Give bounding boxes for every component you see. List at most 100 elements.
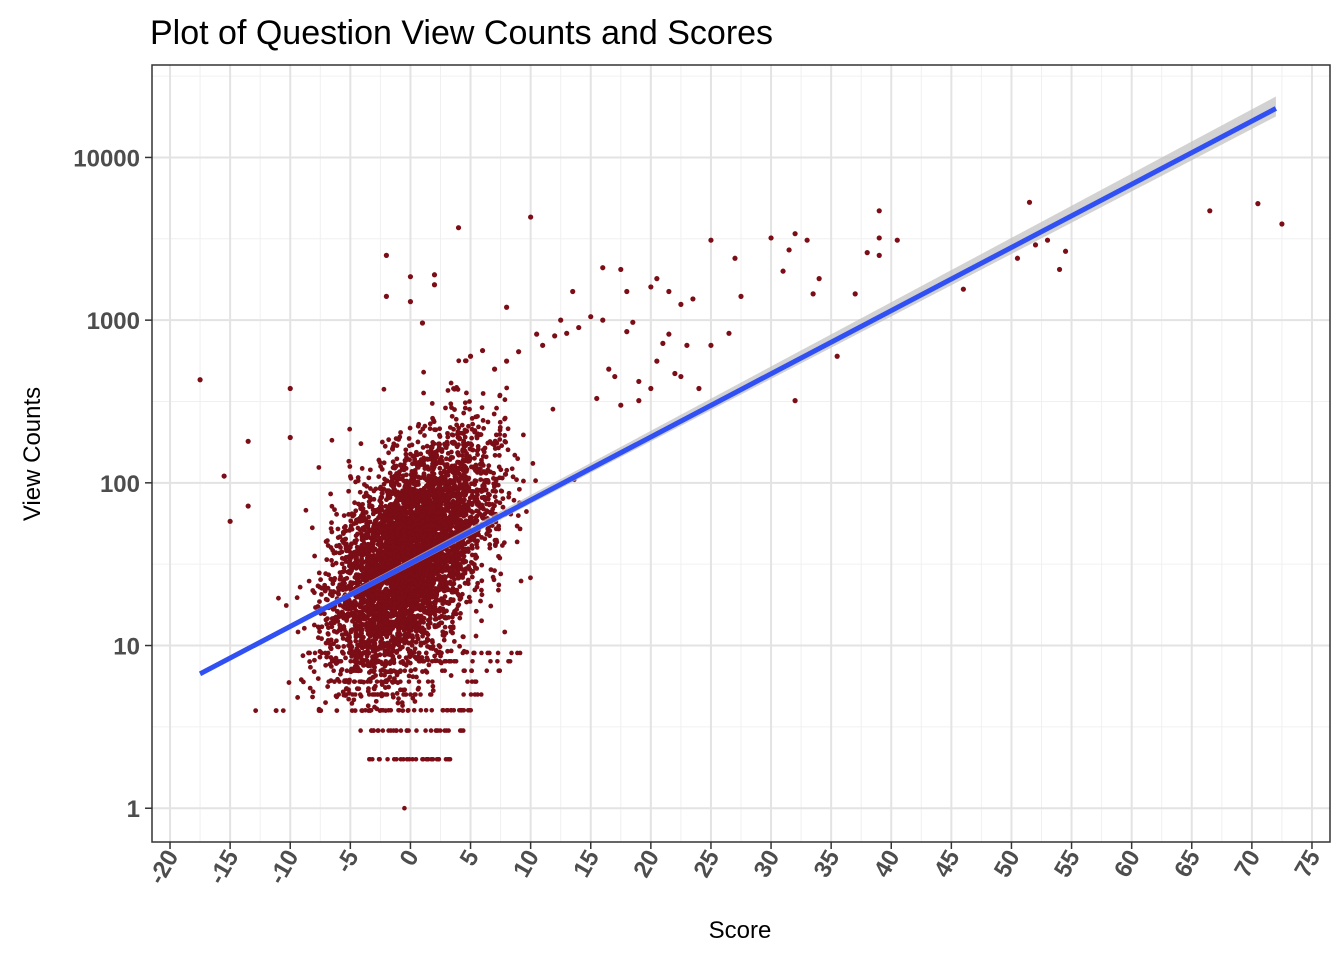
data-point: [409, 442, 415, 448]
data-point: [335, 644, 340, 650]
data-point: [491, 577, 497, 583]
data-point: [377, 459, 383, 465]
data-point: [436, 573, 442, 579]
data-point: [491, 411, 497, 417]
data-point: [396, 618, 401, 624]
data-point: [451, 493, 457, 499]
data-point: [382, 509, 388, 515]
data-point: [376, 474, 382, 480]
data-point: [437, 465, 443, 471]
data-point: [310, 689, 316, 695]
data-point: [454, 422, 460, 428]
data-point: [479, 578, 485, 584]
data-point: [414, 452, 420, 458]
data-point: [520, 432, 526, 438]
data-point: [490, 502, 495, 507]
data-point: [371, 686, 377, 692]
data-point: [444, 608, 449, 614]
data-point: [467, 454, 472, 459]
data-point: [497, 393, 503, 399]
data-point: [308, 664, 313, 670]
data-point: [306, 578, 312, 584]
data-point: [359, 630, 364, 636]
data-point: [456, 566, 462, 572]
data-point: [408, 625, 413, 631]
data-point: [460, 448, 466, 454]
data-point: [464, 649, 470, 655]
data-point: [460, 490, 466, 495]
data-point: [370, 531, 376, 537]
data-point: [440, 601, 446, 607]
data-point: [462, 580, 468, 586]
data-point: [364, 535, 370, 541]
data-point: [386, 437, 392, 443]
data-point: [410, 515, 416, 521]
data-point: [462, 482, 468, 488]
data-point: [430, 463, 435, 469]
data-point: [430, 646, 435, 651]
data-point: [418, 580, 424, 586]
data-point: [346, 696, 352, 702]
data-point: [378, 543, 384, 548]
data-point: [387, 508, 393, 514]
data-point: [459, 567, 465, 572]
data-point: [363, 565, 369, 571]
data-point: [396, 437, 401, 442]
data-point: [486, 463, 492, 469]
data-point: [496, 582, 502, 588]
data-point: [467, 508, 473, 513]
data-point: [310, 694, 315, 700]
data-point: [443, 563, 449, 568]
data-point: [297, 584, 303, 590]
data-point: [394, 560, 399, 566]
data-point: [377, 652, 383, 658]
data-point: [336, 542, 342, 548]
data-point: [445, 388, 451, 393]
data-point: [347, 544, 353, 550]
data-point: [494, 539, 500, 545]
data-point: [440, 497, 446, 503]
data-point: [359, 548, 365, 554]
data-point: [347, 426, 353, 432]
data-point: [349, 644, 355, 650]
data-point: [506, 490, 512, 496]
data-point: [424, 489, 430, 495]
data-point: [388, 638, 394, 643]
data-point: [435, 441, 441, 447]
data-point: [437, 432, 442, 438]
data-point: [339, 549, 345, 555]
data-point: [495, 482, 501, 488]
data-point: [295, 695, 301, 700]
data-point: [446, 548, 452, 554]
data-point: [348, 475, 354, 481]
data-point: [403, 638, 409, 643]
data-point: [385, 504, 391, 510]
data-point: [421, 627, 427, 633]
data-point: [493, 526, 499, 532]
data-point: [273, 708, 279, 714]
data-point: [401, 625, 406, 631]
data-point: [475, 413, 480, 419]
data-point: [500, 496, 506, 502]
data-point: [359, 615, 364, 621]
data-point: [339, 561, 345, 567]
data-point: [487, 439, 493, 444]
data-point: [346, 488, 352, 494]
data-point: [521, 478, 526, 484]
data-point: [387, 470, 393, 476]
data-point: [467, 515, 473, 520]
data-point: [328, 655, 334, 660]
data-point: [427, 426, 433, 432]
data-point: [437, 426, 443, 432]
data-point: [406, 520, 411, 525]
data-point: [387, 495, 393, 500]
data-point: [334, 638, 339, 644]
data-point: [399, 700, 405, 706]
data-point: [496, 453, 502, 458]
data-point: [390, 604, 396, 610]
data-point: [341, 513, 347, 518]
data-point: [473, 552, 478, 558]
data-point: [348, 639, 353, 645]
data-point: [378, 641, 384, 647]
